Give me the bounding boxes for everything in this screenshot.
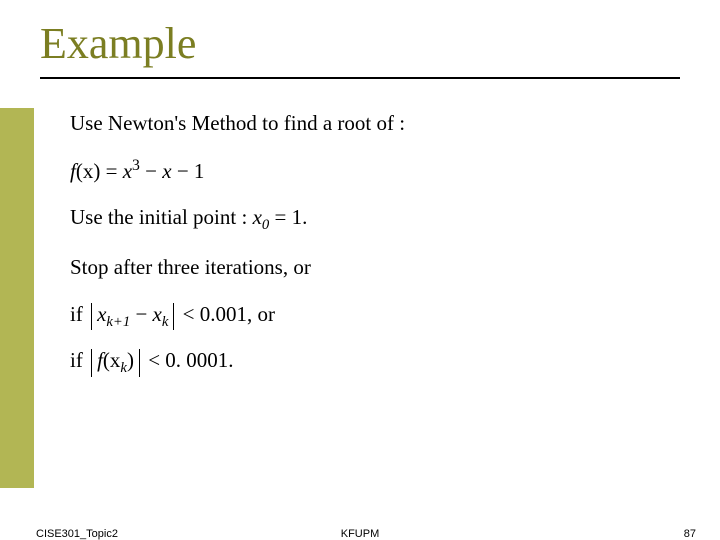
text: Use Newton's Method to find a root of : xyxy=(70,111,405,135)
l3-x: x xyxy=(253,205,262,229)
line-4: Stop after three iterations, or xyxy=(70,251,720,284)
footer-center: KFUPM xyxy=(341,528,380,540)
slide-body: Use Newton's Method to find a root of : … xyxy=(0,79,720,377)
l5-sub1: k+1 xyxy=(106,314,130,330)
l6-xopen: (x xyxy=(103,348,121,372)
fx-x: (x) xyxy=(76,159,101,183)
l5-abs: xk+1 − xk xyxy=(91,303,174,330)
footer-left: CISE301_Topic2 xyxy=(36,528,118,540)
rhs-tail: − 1 xyxy=(172,159,205,183)
rhs-x2: x xyxy=(162,159,171,183)
header: Example xyxy=(0,0,720,79)
l5-xk1: x xyxy=(97,302,106,326)
rhs-sup3: 3 xyxy=(132,157,140,174)
l6-if: if xyxy=(70,348,88,372)
l4-text: Stop after three iterations, or xyxy=(70,255,311,279)
accent-sidebar xyxy=(0,108,34,488)
l6-abs: f(xk) xyxy=(91,349,140,376)
l5-minus: − xyxy=(130,302,152,326)
l6-xclose: ) xyxy=(127,348,134,372)
line-6: if f(xk) < 0. 0001. xyxy=(70,344,720,377)
eq-sign: = xyxy=(100,159,122,183)
page-title: Example xyxy=(40,18,720,75)
l3-pre: Use the initial point : xyxy=(70,205,253,229)
l5-xk: x xyxy=(153,302,162,326)
l3-post: = 1. xyxy=(269,205,307,229)
line-1: Use Newton's Method to find a root of : xyxy=(70,107,720,140)
l6-post: < 0. 0001. xyxy=(143,348,234,372)
footer-page-number: 87 xyxy=(684,528,696,540)
rhs-minus: − xyxy=(140,159,162,183)
l5-post: < 0.001, or xyxy=(177,302,275,326)
rhs-x: x xyxy=(123,159,132,183)
line-2-equation: f(x) = x3 − x − 1 xyxy=(70,154,720,188)
l5-if: if xyxy=(70,302,88,326)
line-3: Use the initial point : x0 = 1. xyxy=(70,201,720,237)
l5-sub2: k xyxy=(162,314,169,330)
line-5: if xk+1 − xk < 0.001, or xyxy=(70,298,720,331)
